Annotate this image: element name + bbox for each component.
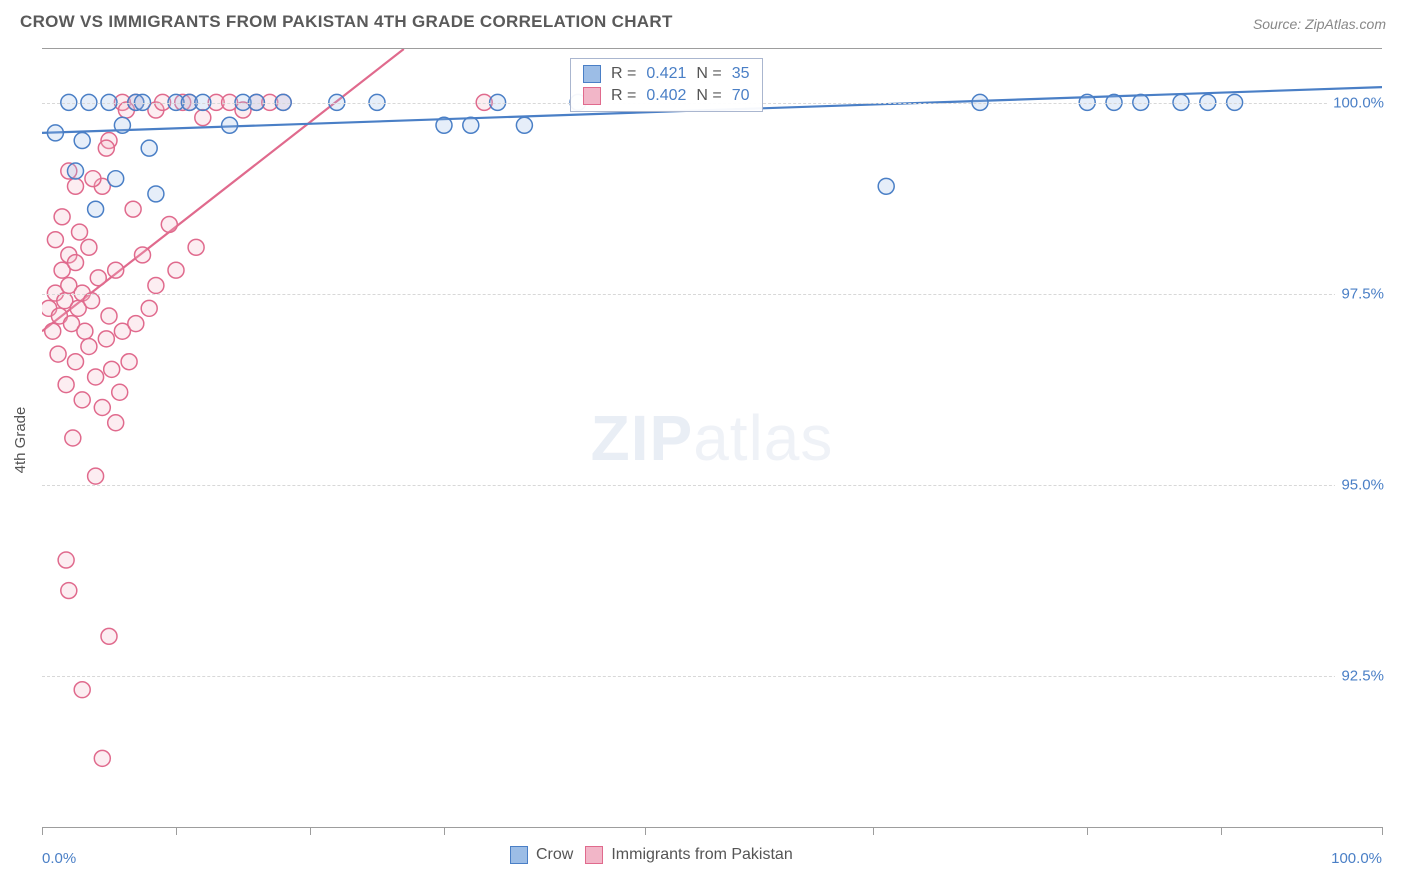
data-point (74, 133, 90, 149)
gridline (42, 485, 1382, 486)
data-point (84, 293, 100, 309)
data-point (436, 117, 452, 133)
x-tick (42, 827, 43, 835)
data-point (98, 140, 114, 156)
x-tick (645, 827, 646, 835)
legend-item-crow: Crow (510, 846, 573, 864)
legend-bottom: Crow Immigrants from Pakistan (510, 846, 793, 864)
y-axis-label: 4th Grade (12, 407, 29, 474)
chart-title: CROW VS IMMIGRANTS FROM PAKISTAN 4TH GRA… (20, 12, 673, 32)
legend-item-pakistan: Immigrants from Pakistan (585, 846, 792, 864)
data-point (161, 216, 177, 232)
data-point (108, 171, 124, 187)
x-axis-max-label: 100.0% (1331, 850, 1382, 867)
data-point (90, 270, 106, 286)
data-point (77, 323, 93, 339)
data-point (74, 682, 90, 698)
data-point (68, 163, 84, 179)
source-label: Source: ZipAtlas.com (1253, 16, 1386, 32)
x-tick (873, 827, 874, 835)
data-point (81, 338, 97, 354)
pakistan-swatch (585, 846, 603, 864)
data-point (114, 117, 130, 133)
data-point (81, 239, 97, 255)
data-point (463, 117, 479, 133)
data-point (135, 247, 151, 263)
data-point (222, 117, 238, 133)
data-point (61, 583, 77, 599)
data-point (47, 232, 63, 248)
data-point (104, 361, 120, 377)
data-point (98, 331, 114, 347)
y-tick-label: 100.0% (1327, 94, 1384, 111)
x-tick (1221, 827, 1222, 835)
crow-swatch-icon (583, 65, 601, 83)
pakistan-swatch-icon (583, 87, 601, 105)
data-point (58, 552, 74, 568)
data-point (72, 224, 88, 240)
y-tick-label: 97.5% (1335, 285, 1384, 302)
legend-correlation-box: R = 0.421 N = 35 R = 0.402 N = 70 (570, 58, 763, 112)
data-point (88, 201, 104, 217)
x-tick (176, 827, 177, 835)
data-point (68, 354, 84, 370)
data-point (108, 262, 124, 278)
x-tick (444, 827, 445, 835)
crow-swatch (510, 846, 528, 864)
data-point (47, 125, 63, 141)
data-point (112, 384, 128, 400)
data-point (148, 277, 164, 293)
x-tick (310, 827, 311, 835)
data-point (168, 262, 184, 278)
data-point (68, 178, 84, 194)
data-point (58, 377, 74, 393)
data-point (141, 300, 157, 316)
data-point (85, 171, 101, 187)
data-point (128, 316, 144, 332)
data-point (45, 323, 61, 339)
data-point (141, 140, 157, 156)
plot-svg (42, 49, 1382, 827)
data-point (88, 468, 104, 484)
legend-row-pakistan: R = 0.402 N = 70 (583, 85, 750, 107)
data-point (148, 186, 164, 202)
data-point (101, 308, 117, 324)
data-point (88, 369, 104, 385)
data-point (54, 209, 70, 225)
data-point (195, 110, 211, 126)
x-tick (1382, 827, 1383, 835)
data-point (878, 178, 894, 194)
data-point (121, 354, 137, 370)
data-point (65, 430, 81, 446)
gridline (42, 676, 1382, 677)
data-point (101, 628, 117, 644)
data-point (188, 239, 204, 255)
legend-row-crow: R = 0.421 N = 35 (583, 63, 750, 85)
data-point (68, 255, 84, 271)
data-point (108, 415, 124, 431)
data-point (516, 117, 532, 133)
data-point (94, 750, 110, 766)
x-axis-min-label: 0.0% (42, 850, 76, 867)
data-point (94, 400, 110, 416)
data-point (50, 346, 66, 362)
chart-area: ZIPatlas 100.0%97.5%95.0%92.5% (42, 48, 1382, 828)
x-tick (1087, 827, 1088, 835)
data-point (74, 392, 90, 408)
data-point (125, 201, 141, 217)
y-tick-label: 95.0% (1335, 476, 1384, 493)
gridline (42, 294, 1382, 295)
y-tick-label: 92.5% (1335, 668, 1384, 685)
